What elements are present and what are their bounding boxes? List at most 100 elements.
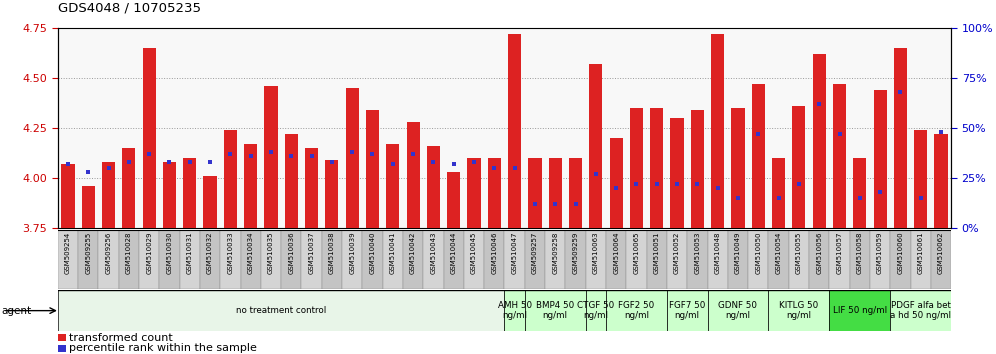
Text: GSM510029: GSM510029 [146,232,152,274]
Bar [629,108,643,228]
Bar [813,54,826,228]
Bar [123,148,135,228]
Text: GSM510039: GSM510039 [350,232,356,274]
Text: AMH 50
ng/ml: AMH 50 ng/ml [498,301,532,320]
Bar [484,230,505,289]
Bar [264,86,278,228]
Point [771,195,787,201]
Point [101,166,117,171]
Bar [99,230,119,289]
Text: GSM510058: GSM510058 [857,232,863,274]
Text: GSM510036: GSM510036 [288,232,294,274]
Bar [870,230,890,289]
Bar [159,230,179,289]
Point [892,90,908,95]
Text: BMP4 50
ng/ml: BMP4 50 ng/ml [536,301,575,320]
Point [202,160,218,165]
Bar [707,230,728,289]
Text: no treatment control: no treatment control [236,306,327,315]
Point [161,160,177,165]
Bar [809,230,830,289]
Text: GSM510047: GSM510047 [512,232,518,274]
Bar [910,230,931,289]
Bar [464,230,484,289]
Bar [82,186,95,228]
Point [263,149,279,155]
Point [648,182,664,187]
Bar [792,106,806,228]
Point [568,201,584,207]
Text: GSM510038: GSM510038 [329,232,335,274]
Bar [914,130,927,228]
Text: GSM510037: GSM510037 [309,232,315,274]
Point [832,131,848,137]
Bar [626,230,646,289]
Text: GSM510046: GSM510046 [491,232,497,274]
Bar [650,108,663,228]
Bar [606,230,626,289]
Point [750,131,766,137]
Bar [528,158,542,228]
Text: GSM510033: GSM510033 [227,232,233,274]
Text: FGF2 50
ng/ml: FGF2 50 ng/ml [619,301,654,320]
Bar [830,230,850,289]
Point [912,195,928,201]
Bar [711,34,724,228]
Bar [769,230,789,289]
Bar [139,230,159,289]
Point [365,152,380,157]
Bar [549,158,562,228]
Point [710,185,726,191]
Bar [508,34,521,228]
Bar [687,230,707,289]
Bar [890,290,951,331]
Text: GSM510030: GSM510030 [166,232,172,274]
Text: GSM510041: GSM510041 [389,232,395,274]
Bar [58,290,505,331]
Text: transformed count: transformed count [69,333,172,343]
Text: CTGF 50
ng/ml: CTGF 50 ng/ml [578,301,615,320]
Bar [58,230,78,289]
Bar [606,290,667,331]
Text: KITLG 50
ng/ml: KITLG 50 ng/ml [779,301,819,320]
Text: GSM510056: GSM510056 [816,232,823,274]
Text: GSM510048: GSM510048 [715,232,721,274]
Bar [119,230,139,289]
Bar [322,230,342,289]
Point [730,195,746,201]
Point [852,195,868,201]
Bar [244,144,257,228]
Text: GSM510065: GSM510065 [633,232,639,274]
Text: GSM509255: GSM509255 [86,232,92,274]
Bar [386,144,399,228]
Text: GSM510042: GSM510042 [410,232,416,274]
Text: GSM510034: GSM510034 [248,232,254,274]
Bar [224,130,237,228]
Point [243,154,259,159]
Bar [545,230,566,289]
Point [588,171,604,177]
Point [628,182,644,187]
Bar [285,134,298,228]
Text: GSM510059: GSM510059 [877,232,883,274]
Bar [342,230,363,289]
Bar [326,160,339,228]
Bar [58,334,66,341]
Text: GSM510032: GSM510032 [207,232,213,274]
Point [527,201,543,207]
Text: GDS4048 / 10705235: GDS4048 / 10705235 [58,1,201,14]
Bar [830,290,890,331]
Text: percentile rank within the sample: percentile rank within the sample [69,343,257,354]
Bar [261,230,281,289]
Point [304,154,320,159]
Bar [382,230,403,289]
Bar [525,290,586,331]
Bar [707,290,769,331]
Text: GSM510028: GSM510028 [125,232,131,274]
Point [872,189,888,195]
Point [933,130,949,135]
Bar [427,146,440,228]
Bar [789,230,809,289]
Text: GSM510061: GSM510061 [917,232,923,274]
Text: GSM510055: GSM510055 [796,232,802,274]
